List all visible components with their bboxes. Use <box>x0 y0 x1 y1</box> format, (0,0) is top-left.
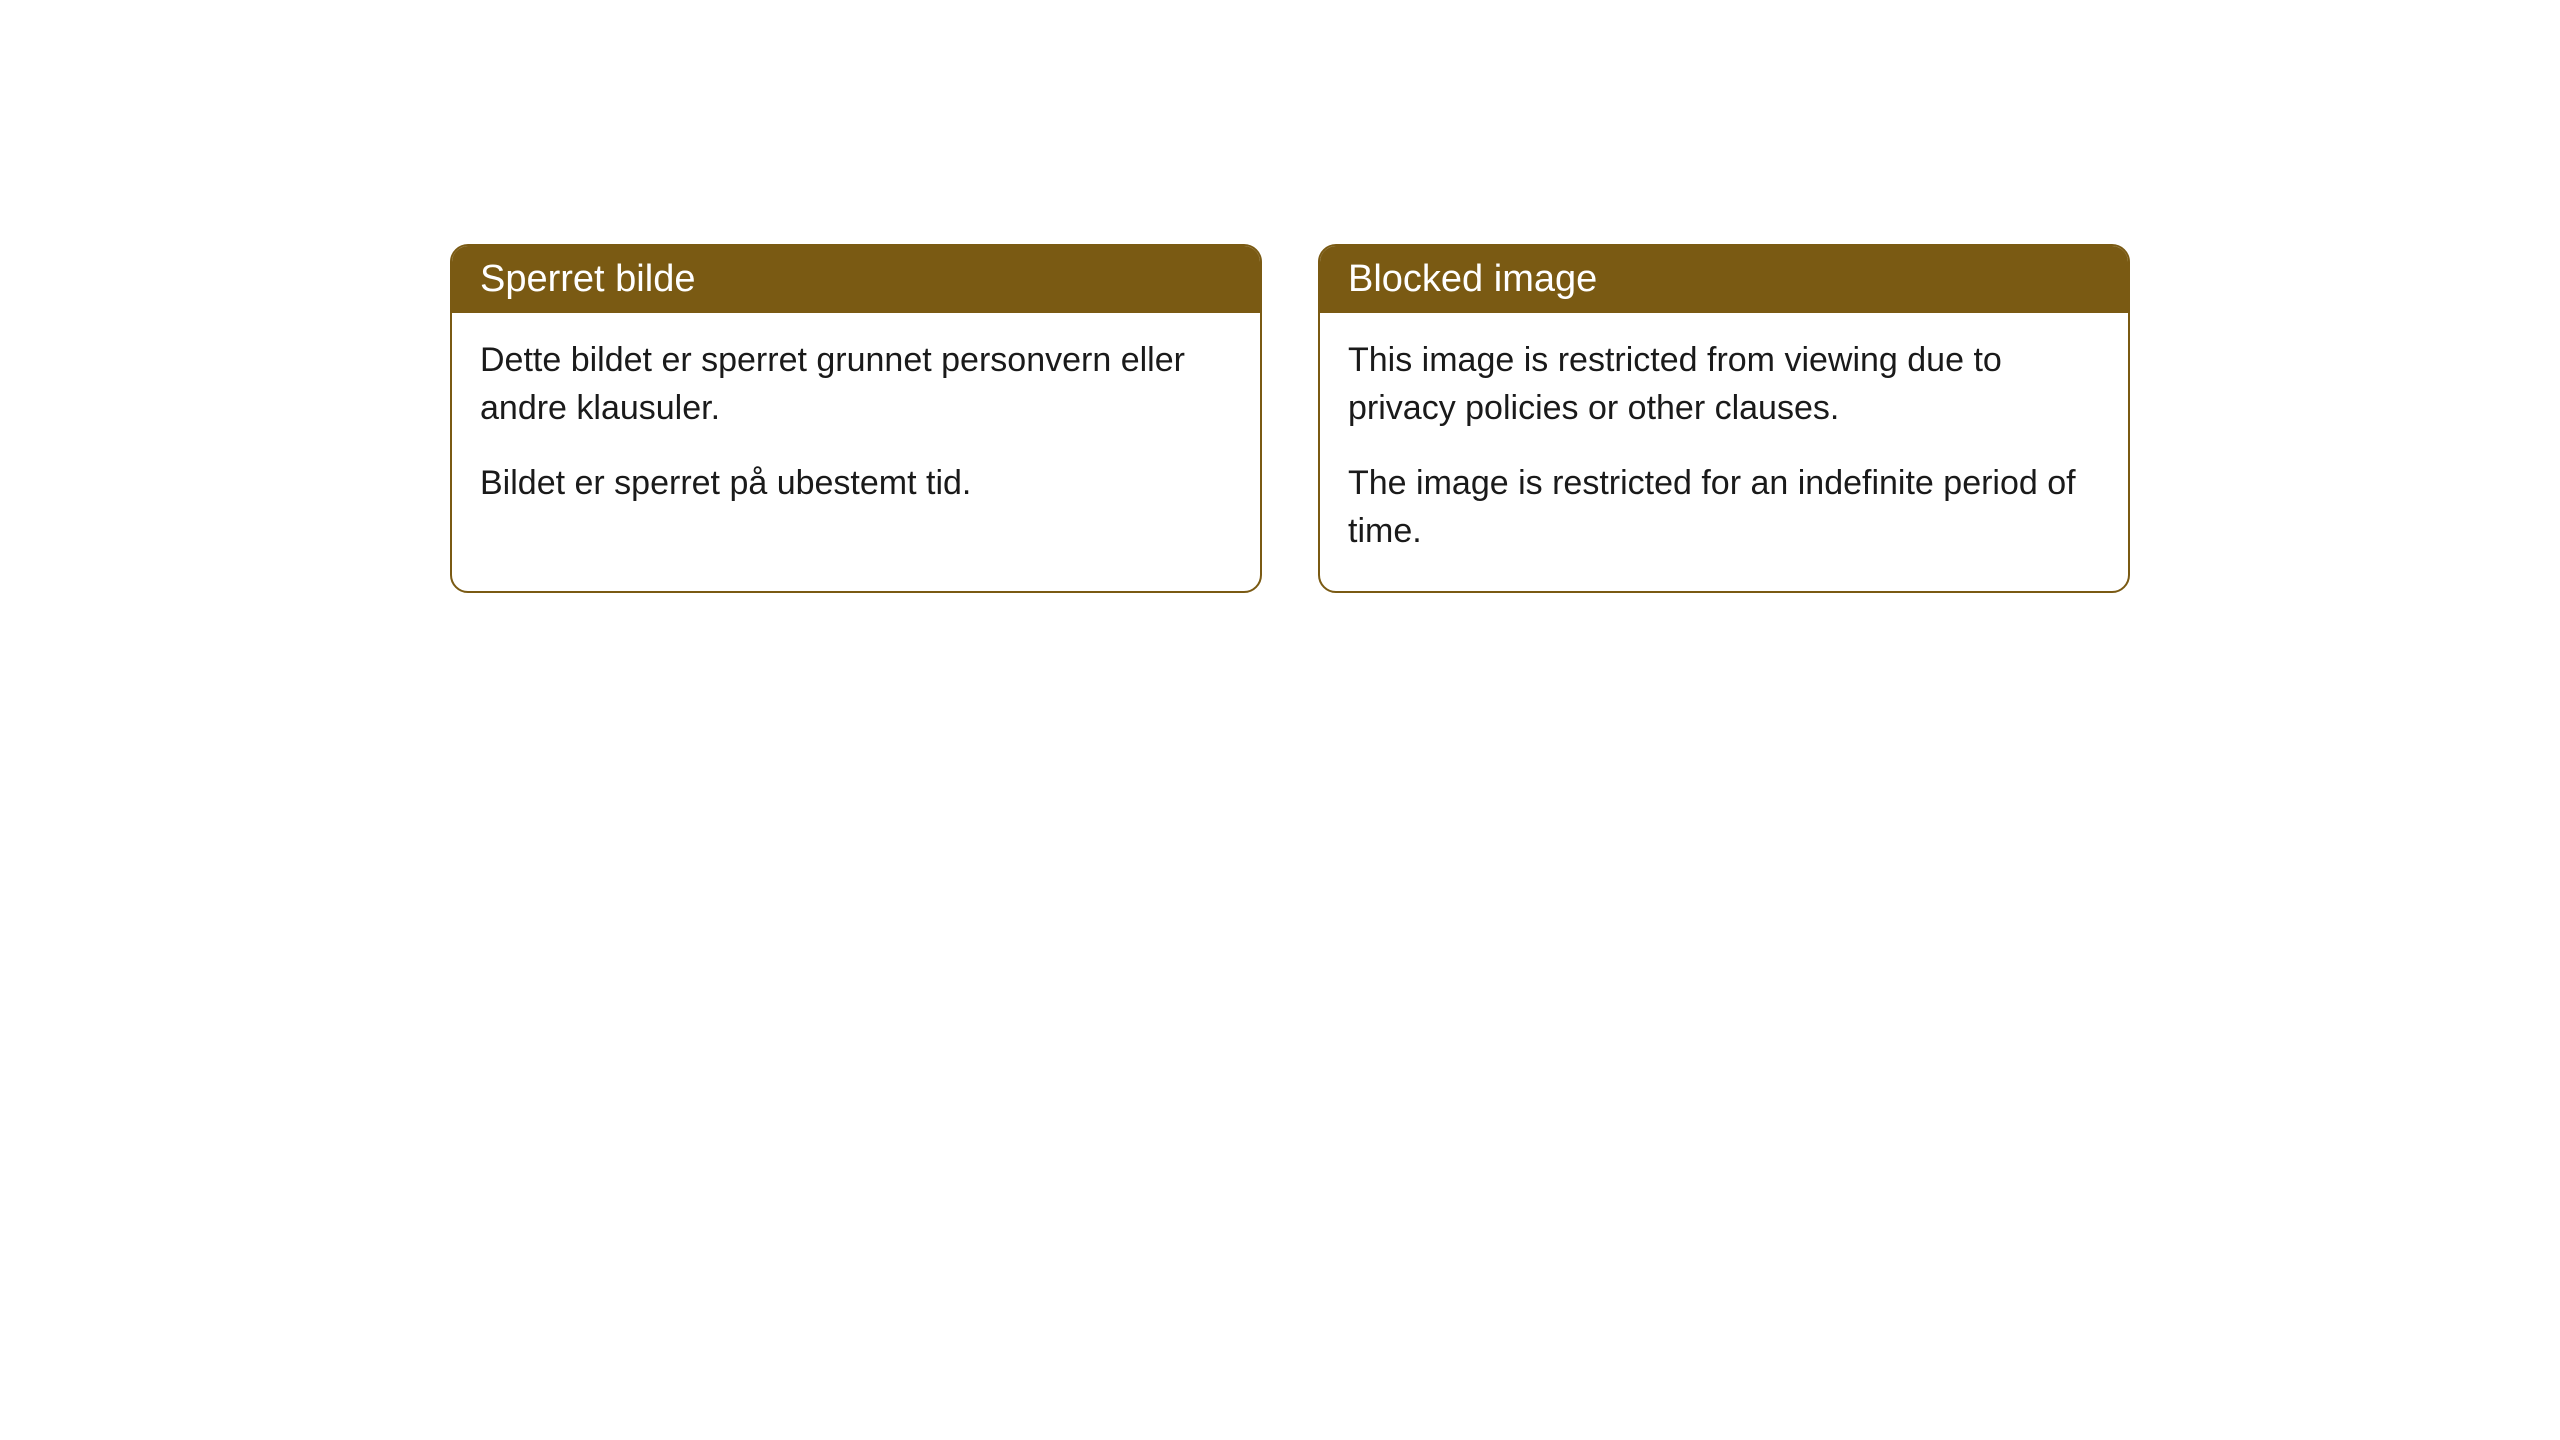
card-body: This image is restricted from viewing du… <box>1320 313 2128 591</box>
card-paragraph: The image is restricted for an indefinit… <box>1348 460 2100 555</box>
notice-card-norwegian: Sperret bilde Dette bildet er sperret gr… <box>450 244 1262 593</box>
card-paragraph: This image is restricted from viewing du… <box>1348 337 2100 432</box>
notice-cards-container: Sperret bilde Dette bildet er sperret gr… <box>450 244 2130 593</box>
notice-card-english: Blocked image This image is restricted f… <box>1318 244 2130 593</box>
card-body: Dette bildet er sperret grunnet personve… <box>452 313 1260 544</box>
card-header: Blocked image <box>1320 246 2128 313</box>
card-paragraph: Bildet er sperret på ubestemt tid. <box>480 460 1232 508</box>
card-title: Blocked image <box>1348 258 1597 300</box>
card-title: Sperret bilde <box>480 258 695 300</box>
card-paragraph: Dette bildet er sperret grunnet personve… <box>480 337 1232 432</box>
card-header: Sperret bilde <box>452 246 1260 313</box>
